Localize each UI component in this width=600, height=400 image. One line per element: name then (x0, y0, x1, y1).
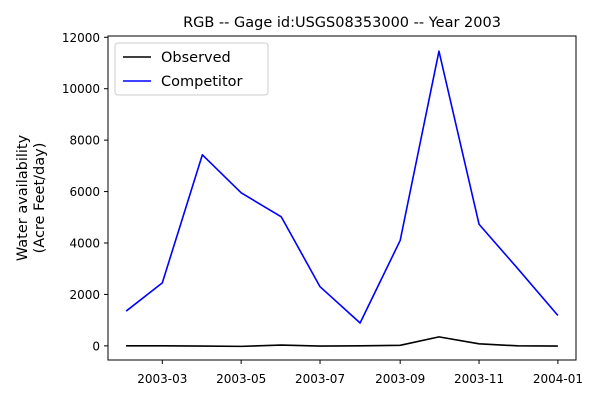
y-tick-label: 12000 (62, 31, 100, 45)
x-tick-label: 2003-07 (295, 372, 345, 386)
y-tick-label: 6000 (69, 185, 100, 199)
x-tick-label: 2003-09 (375, 372, 425, 386)
legend: Observed Competitor (114, 42, 269, 96)
x-tick-label: 2003-11 (454, 372, 504, 386)
y-tick-label: 8000 (69, 134, 100, 148)
y-axis-label-line: Water availability (15, 134, 31, 261)
y-axis-label: Water availability (Acre Feet/day) (15, 134, 48, 261)
legend-label-observed: Observed (161, 50, 231, 66)
x-tick-label: 2003-05 (216, 372, 266, 386)
y-tick-label: 2000 (69, 288, 100, 302)
chart-title: RGB -- Gage id:USGS08353000 -- Year 2003 (183, 15, 501, 31)
x-tick-label: 2004-01 (533, 372, 583, 386)
plot-area-frame (107, 35, 577, 361)
series-layer (125, 50, 559, 348)
y-axis-ticks: 0 2000 4000 6000 8000 10000 12000 (62, 31, 108, 353)
legend-box (114, 42, 269, 96)
series-line-competitor (125, 50, 559, 324)
y-tick-label: 4000 (69, 237, 100, 251)
y-tick-label: 10000 (62, 82, 100, 96)
y-axis-label-line: (Acre Feet/day) (32, 143, 48, 254)
y-tick-label: 0 (92, 339, 100, 353)
legend-label-competitor: Competitor (161, 74, 243, 90)
series-line-observed (126, 336, 558, 348)
x-tick-label: 2003-03 (137, 372, 187, 386)
x-axis-ticks: 2003-03 2003-05 2003-07 2003-09 2003-11 2004-… (137, 360, 583, 386)
